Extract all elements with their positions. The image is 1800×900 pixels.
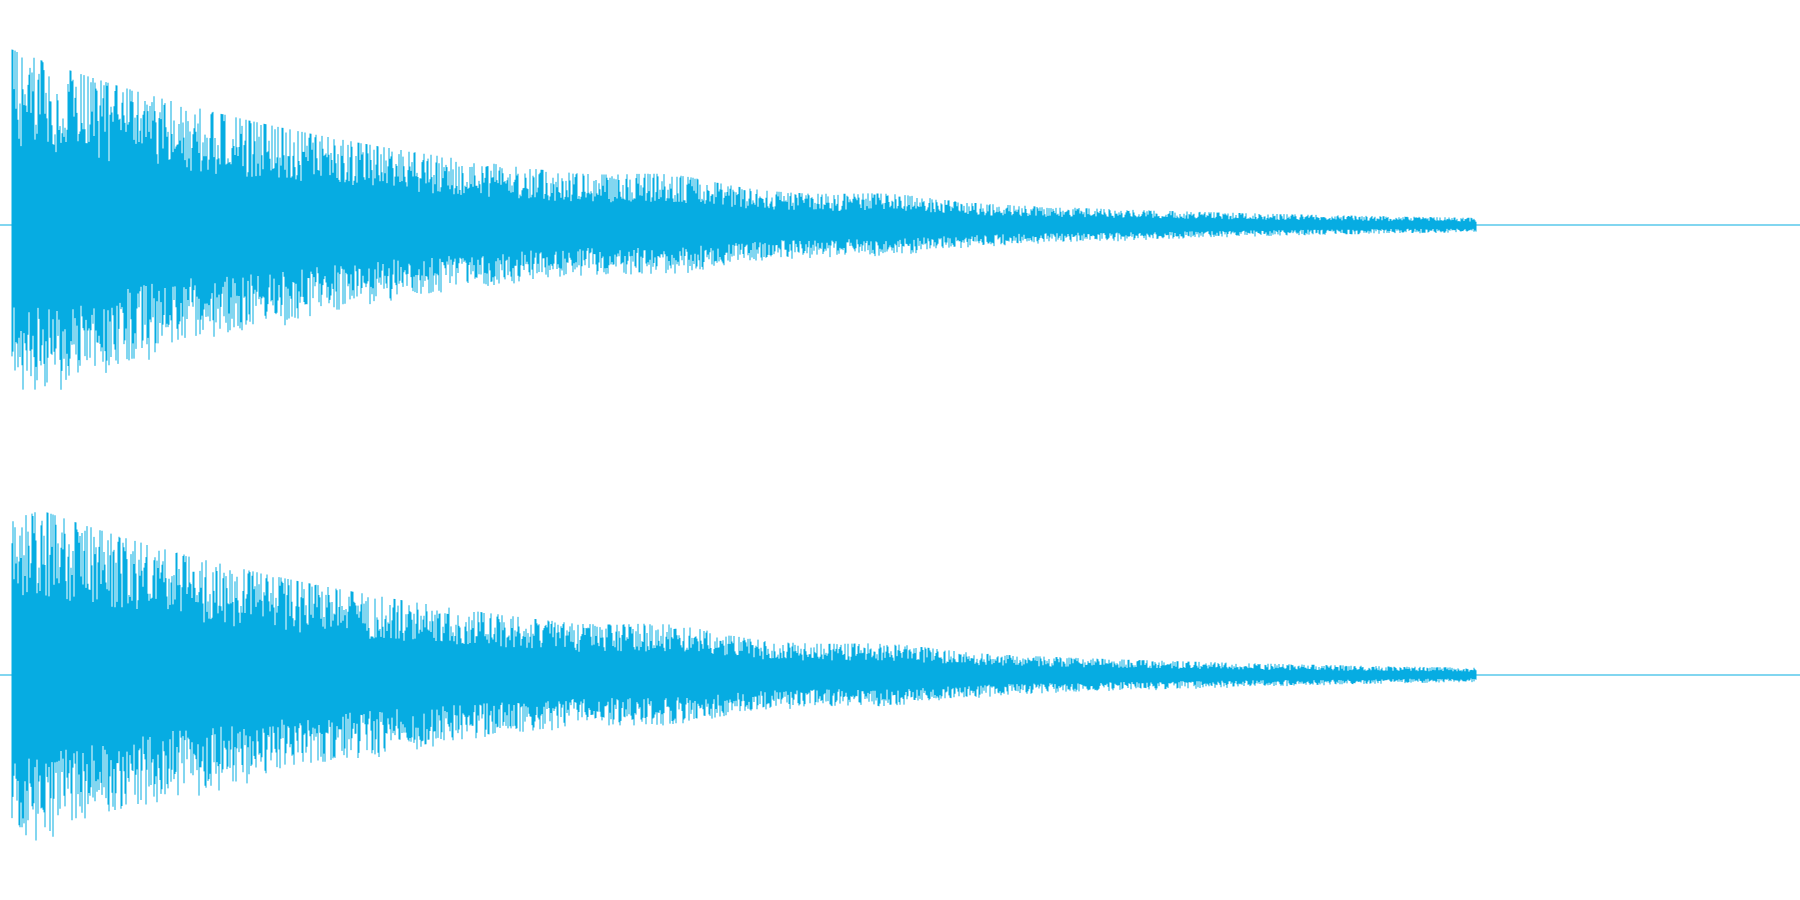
waveform-left-svg <box>0 49 1800 390</box>
waveform-right-svg <box>0 512 1800 841</box>
waveform-channel-right <box>0 480 1800 870</box>
waveform-right-path <box>11 512 1477 841</box>
waveform-channel-left <box>0 30 1800 420</box>
waveform-left-path <box>11 49 1477 390</box>
